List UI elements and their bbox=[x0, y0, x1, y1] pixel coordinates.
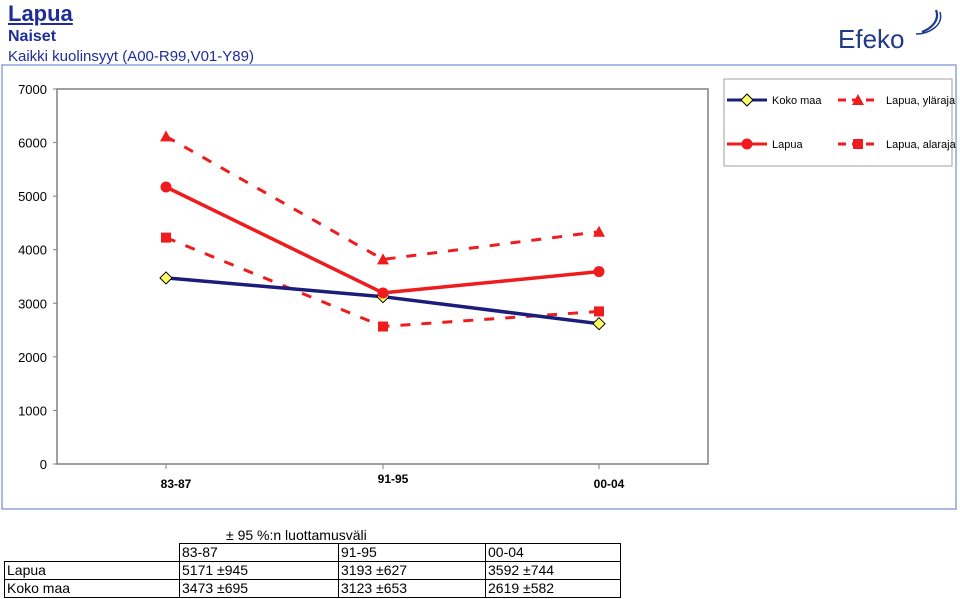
data-point-0 bbox=[592, 316, 606, 331]
legend: Koko maa Lapua, yläraja Lapua Lapua, alaraj… bbox=[723, 78, 957, 167]
data-point-1 bbox=[377, 287, 389, 299]
page-title: Lapua bbox=[8, 1, 73, 26]
legend-marker bbox=[852, 94, 864, 105]
legend-label: Lapua bbox=[772, 139, 803, 151]
legend-marker bbox=[740, 93, 754, 107]
data-point-3 bbox=[378, 321, 388, 332]
y-tick-label: 0 bbox=[40, 457, 47, 472]
y-tick-label: 1000 bbox=[18, 403, 47, 418]
efeko-logo: Efeko bbox=[838, 9, 942, 54]
table-header-cell: 83-87 bbox=[179, 543, 339, 562]
table-row: Lapua 5171 ±945 3193 ±627 3592 ±744 bbox=[4, 561, 621, 580]
legend-label: Lapua, alaraja bbox=[886, 139, 957, 151]
legend-label: Lapua, yläraja bbox=[886, 95, 956, 107]
legend-marker bbox=[741, 138, 753, 150]
data-point-3 bbox=[161, 232, 171, 243]
mortality-line-chart: 0 1000 2000 3000 4000 5000 6000 7000 83-87 91-95… bbox=[1, 64, 957, 510]
row-label: Koko maa bbox=[4, 579, 180, 598]
cause-description: Kaikki kuolinsyyt (A00-R99,V01-Y89) bbox=[8, 48, 254, 65]
x-tick-label: 83-87 bbox=[161, 477, 192, 491]
x-axis: 83-87 91-95 00-04 bbox=[161, 464, 625, 491]
data-table: 83-87 91-95 00-04 Lapua 5171 ±945 3193 ±… bbox=[4, 543, 621, 598]
y-tick-label: 5000 bbox=[18, 189, 47, 204]
confidence-interval-caption: ± 95 %:n luottamusväli bbox=[226, 527, 367, 543]
table-header-cell: 91-95 bbox=[338, 543, 486, 562]
data-point-2 bbox=[160, 130, 172, 142]
data-point-3 bbox=[594, 306, 604, 317]
series-group bbox=[159, 130, 606, 332]
legend-box bbox=[723, 78, 953, 167]
logo-swoosh-inner-icon bbox=[915, 11, 942, 35]
data-point-2 bbox=[593, 225, 605, 237]
page-subtitle: Naiset bbox=[8, 28, 57, 45]
y-tick-label: 3000 bbox=[18, 296, 47, 311]
table-header-cell: 00-04 bbox=[485, 543, 621, 562]
y-axis: 0 1000 2000 3000 4000 5000 6000 7000 bbox=[18, 82, 57, 472]
plot-area bbox=[56, 88, 709, 465]
data-point-0 bbox=[159, 271, 173, 285]
data-point-1 bbox=[160, 181, 172, 193]
x-tick-label: 00-04 bbox=[594, 477, 625, 491]
y-tick-label: 7000 bbox=[18, 82, 47, 97]
legend-marker bbox=[853, 139, 863, 149]
x-tick-label: 91-95 bbox=[378, 472, 409, 486]
y-tick-label: 2000 bbox=[18, 350, 47, 365]
data-point-2 bbox=[377, 253, 389, 265]
y-tick-label: 4000 bbox=[18, 243, 47, 258]
y-tick-label: 6000 bbox=[18, 136, 47, 151]
row-label: Lapua bbox=[4, 561, 180, 580]
table-row: Koko maa 3473 ±695 3123 ±653 2619 ±582 bbox=[4, 579, 621, 598]
table-cell: 3123 ±653 bbox=[338, 579, 486, 598]
logo-swoosh-icon bbox=[921, 9, 939, 34]
table-corner-cell bbox=[5, 544, 180, 562]
legend-label: Koko maa bbox=[772, 95, 822, 107]
table-cell: 3193 ±627 bbox=[338, 561, 486, 580]
table-cell: 3592 ±744 bbox=[485, 561, 621, 580]
table-header-row: 83-87 91-95 00-04 bbox=[5, 543, 621, 562]
data-point-1 bbox=[593, 266, 605, 278]
logo-text: Efeko bbox=[838, 24, 905, 54]
table-cell: 3473 ±695 bbox=[179, 579, 339, 598]
table-cell: 2619 ±582 bbox=[485, 579, 621, 598]
table-cell: 5171 ±945 bbox=[179, 561, 339, 580]
